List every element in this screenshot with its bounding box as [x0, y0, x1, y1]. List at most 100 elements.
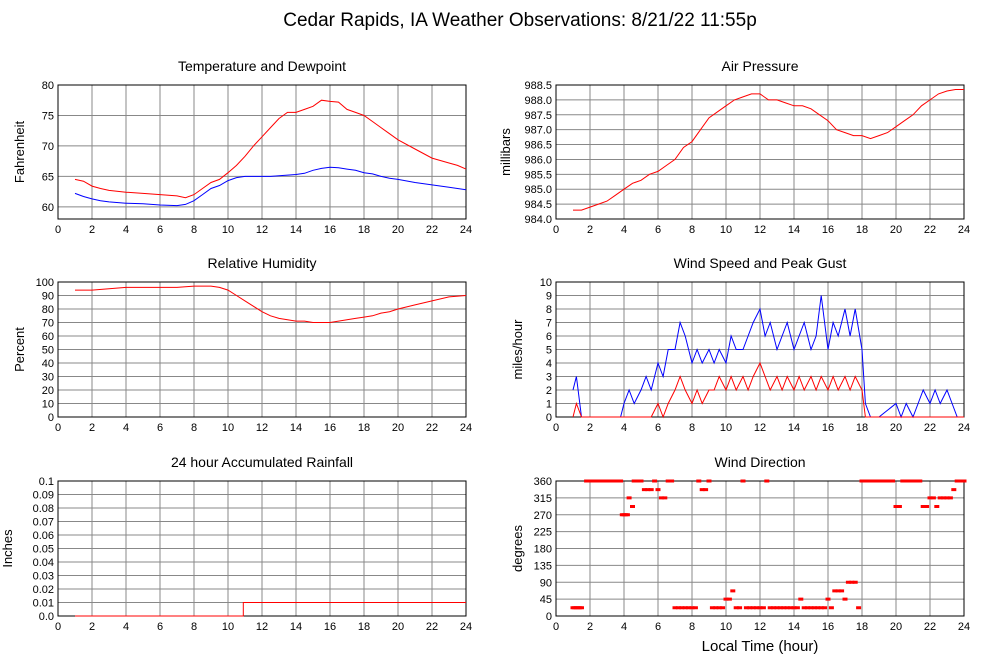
y-tick-label: 180	[534, 544, 552, 556]
x-tick-label: 24	[958, 224, 970, 236]
data-point	[883, 479, 889, 483]
data-point	[730, 589, 736, 593]
x-tick-label: 22	[426, 621, 438, 633]
y-tick-label: 70	[42, 141, 54, 153]
data-point	[951, 488, 957, 492]
y-axis-label: Percent	[12, 327, 27, 372]
y-tick-label: 984.0	[524, 214, 552, 226]
x-tick-label: 0	[553, 621, 559, 633]
y-tick-label: 985.5	[524, 169, 552, 181]
data-point	[771, 606, 777, 610]
x-tick-label: 0	[553, 224, 559, 236]
x-tick-label: 12	[256, 224, 268, 236]
data-point	[703, 488, 709, 492]
data-point	[618, 479, 624, 483]
plot-frame	[555, 281, 965, 418]
y-tick-label: 0	[546, 412, 552, 424]
data-point	[594, 479, 600, 483]
panel-title: Relative Humidity	[208, 255, 317, 271]
y-tick-label: 65	[42, 171, 54, 183]
x-tick-label: 20	[392, 224, 404, 236]
y-tick-label: 7	[546, 318, 552, 330]
x-tick-label: 6	[655, 224, 661, 236]
data-point	[624, 513, 630, 517]
data-point	[910, 479, 916, 483]
data-point	[590, 479, 596, 483]
y-tick-label: 60	[42, 202, 54, 214]
y-tick-label: 2	[546, 385, 552, 397]
data-point	[798, 597, 804, 601]
data-point	[584, 479, 590, 483]
x-tick-label: 18	[358, 422, 370, 434]
y-tick-label: 315	[534, 493, 552, 505]
data-point	[607, 479, 613, 483]
panel-title: Wind Direction	[714, 454, 805, 470]
x-tick-label: 6	[157, 422, 163, 434]
y-tick-label: 0.06	[33, 530, 54, 542]
x-tick-label: 8	[689, 224, 695, 236]
x-tick-label: 4	[621, 422, 627, 434]
data-point	[849, 580, 855, 584]
data-point	[917, 479, 923, 483]
data-point	[713, 606, 719, 610]
y-axis-label: miles/hour	[510, 319, 525, 380]
x-tick-label: 8	[191, 621, 197, 633]
x-tick-label: 0	[55, 422, 61, 434]
series-line-0	[573, 89, 964, 211]
data-point	[655, 488, 661, 492]
x-tick-label: 10	[720, 224, 732, 236]
x-tick-label: 0	[55, 224, 61, 236]
data-point	[818, 606, 824, 610]
data-point	[866, 479, 872, 483]
y-tick-label: 0.02	[33, 584, 54, 596]
x-tick-label: 16	[324, 422, 336, 434]
data-point	[781, 606, 787, 610]
x-tick-label: 18	[856, 422, 868, 434]
x-tick-label: 2	[587, 224, 593, 236]
x-tick-label: 2	[89, 224, 95, 236]
data-point	[706, 479, 712, 483]
x-tick-label: 4	[123, 422, 129, 434]
plot-frame	[57, 281, 467, 418]
x-tick-label: 24	[460, 224, 472, 236]
data-point	[587, 479, 593, 483]
y-tick-label: 987.5	[524, 110, 552, 122]
x-tick-label: 8	[191, 422, 197, 434]
data-point	[669, 479, 675, 483]
data-point	[692, 606, 698, 610]
x-tick-label: 4	[621, 224, 627, 236]
y-tick-label: 6	[546, 331, 552, 343]
x-tick-label: 2	[587, 621, 593, 633]
x-tick-label: 0	[553, 422, 559, 434]
x-tick-label: 24	[958, 621, 970, 633]
data-point	[879, 479, 885, 483]
x-axis-label: Local Time (hour)	[702, 638, 819, 655]
y-tick-label: 75	[42, 110, 54, 122]
data-point	[658, 496, 664, 500]
plot-frame	[555, 480, 965, 617]
x-tick-label: 6	[157, 621, 163, 633]
x-tick-label: 2	[89, 621, 95, 633]
y-tick-label: 0.07	[33, 517, 54, 529]
data-point	[611, 479, 617, 483]
x-tick-label: 22	[924, 621, 936, 633]
y-tick-label: 360	[534, 476, 552, 488]
y-tick-label: 30	[42, 372, 54, 384]
data-point	[839, 589, 845, 593]
y-tick-label: 80	[42, 304, 54, 316]
x-tick-label: 16	[324, 621, 336, 633]
series-line-0	[572, 295, 964, 419]
data-point	[757, 606, 763, 610]
y-tick-label: 225	[534, 527, 552, 539]
y-tick-label: 0	[546, 611, 552, 623]
figure-title: Cedar Rapids, IA Weather Observations: 8…	[283, 10, 757, 31]
data-point	[626, 496, 632, 500]
data-point	[662, 496, 668, 500]
data-point	[947, 496, 953, 500]
data-point	[869, 479, 875, 483]
y-tick-label: 0.01	[33, 598, 54, 610]
y-tick-label: 987.0	[524, 125, 552, 137]
